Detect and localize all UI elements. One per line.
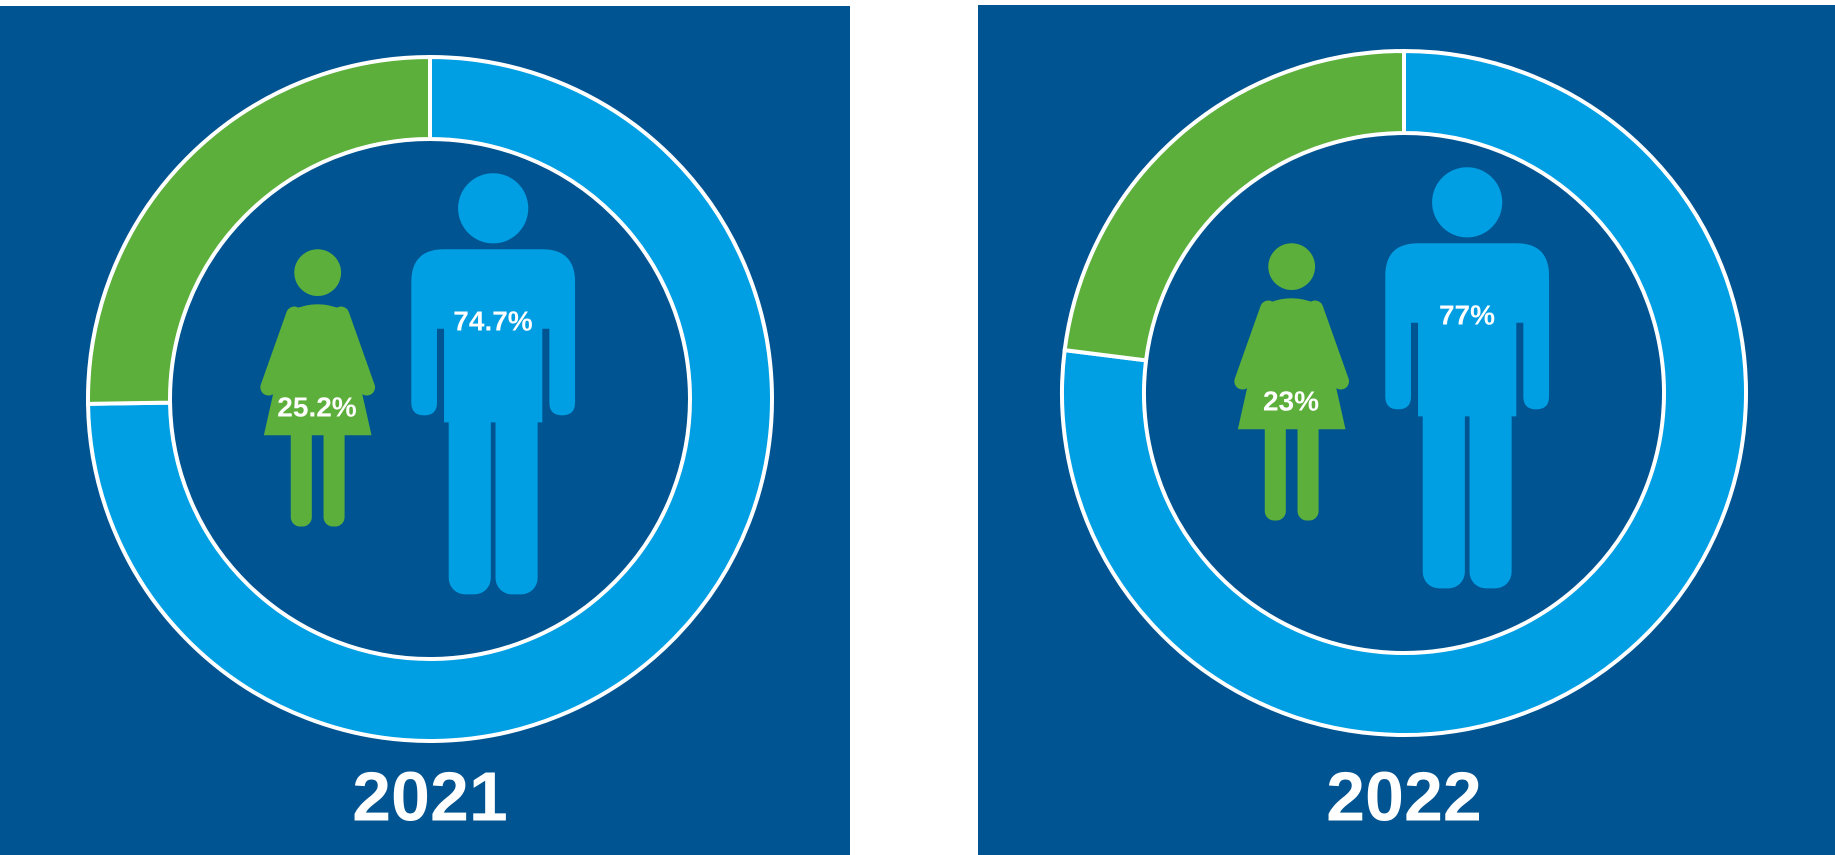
donut-segment [86, 54, 774, 743]
male-leg [448, 399, 491, 595]
female-arms [260, 306, 376, 396]
value-label: 25.2% [277, 391, 356, 422]
icons [260, 173, 576, 595]
male-leg [1469, 393, 1512, 589]
female-leg [323, 410, 345, 527]
value-label: 74.7% [453, 305, 532, 336]
female-head [1268, 243, 1316, 291]
male-head [1432, 167, 1503, 238]
value-label: 23% [1263, 385, 1319, 416]
donut-segment [1060, 48, 1749, 737]
male-body [1385, 243, 1550, 417]
male-body [411, 249, 576, 423]
donut-segment [1062, 48, 1406, 363]
male-head [458, 173, 529, 244]
male-leg [495, 399, 538, 595]
year-title: 2022 [1326, 757, 1482, 835]
female-leg [1264, 404, 1286, 521]
female-head [294, 249, 342, 297]
donut-segment [86, 54, 432, 406]
male-leg [1422, 393, 1465, 589]
female-leg [290, 410, 312, 527]
icons [1234, 167, 1550, 589]
female-arms [1234, 300, 1350, 390]
female-leg [1297, 404, 1319, 521]
year-title: 2021 [352, 757, 508, 835]
value-label: 77% [1439, 299, 1495, 330]
